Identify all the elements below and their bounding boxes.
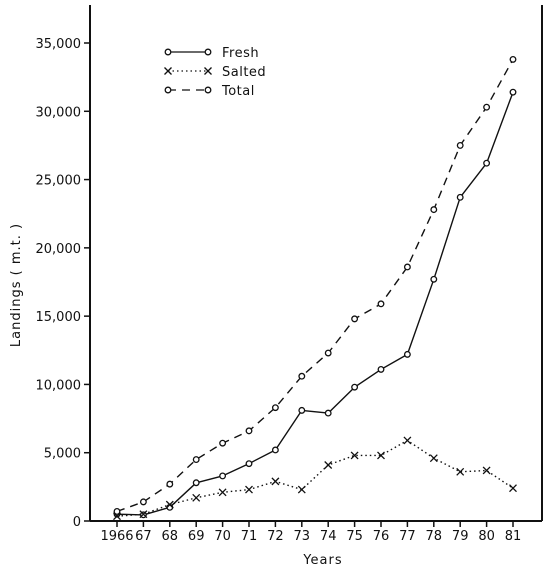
total-data-point [430,206,438,214]
y-tick-label: 5,000 [44,447,81,462]
series-lines [116,59,514,517]
fresh-data-point [192,479,200,487]
salted-data-point [192,493,201,502]
x-tick-label: 78 [426,529,443,544]
salted-data-point [456,467,465,476]
x-tick-label: 79 [452,529,469,544]
salted-data-point [165,500,174,509]
fresh-data-point [351,383,359,391]
total-data-point [298,372,306,380]
salted-data-point [429,454,438,463]
x-tick-label: 71 [241,529,258,544]
total-data-point [456,141,464,149]
legend: Fresh Salted Total [164,46,266,99]
y-axis-ticks: 0 5,000 10,000 15,000 20,000 25,000 30,000 35,0… [36,37,90,530]
x-tick-label: 67 [135,529,152,544]
x-tick-label: 73 [294,529,311,544]
fresh-data-point [403,350,411,358]
fresh-data-point [483,159,491,167]
total-data-point [377,300,385,308]
legend-salted-marker [204,67,212,75]
x-tick-label: 68 [162,529,179,544]
x-tick-label: 76 [373,529,390,544]
salted-data-point [350,451,359,460]
total-data-point [113,507,121,515]
total-data-point [166,480,174,488]
legend-total-marker [204,86,212,94]
fresh-data-point [377,365,385,373]
salted-data-point [139,510,148,519]
legend-salted-label: Salted [222,65,266,80]
total-data-point [271,404,279,412]
legend-total-label: Total [221,84,255,99]
salted-data-point [245,485,253,494]
total-data-point [219,439,227,447]
y-tick-label: 20,000 [36,242,82,257]
y-tick-label: 30,000 [36,105,82,120]
y-tick-label: 25,000 [36,174,82,189]
salted-data-point [403,436,412,445]
fresh-series-line [116,91,514,516]
x-tick-label: 75 [346,529,363,544]
total-data-point [324,349,332,357]
x-tick-label: 80 [478,529,495,544]
fresh-data-point [509,88,517,96]
salted-data-point [218,488,227,497]
y-tick-label: 10,000 [36,378,82,393]
salted-data-point [509,484,517,493]
y-tick-label: 35,000 [36,37,82,52]
x-tick-label: 74 [320,529,337,544]
x-tick-label: 81 [505,529,522,544]
x-axis-ticks: 1966 67 68 69 70 71 72 73 74 75 76 77 78 79 80 81 [100,521,521,544]
legend-salted-marker [164,67,172,75]
total-data-point [403,263,411,271]
total-data-point [192,456,200,463]
fresh-data-point [456,193,464,201]
y-tick-label: 15,000 [36,310,82,325]
legend-total-marker [164,86,172,94]
axes [89,5,543,522]
fresh-data-point [430,275,438,283]
x-tick-label: 72 [267,529,284,544]
y-axis-title: Landings ( m.t. ) [9,223,24,347]
total-data-point [351,315,359,323]
x-axis-title: Years [302,553,342,568]
x-tick-label: 69 [188,529,205,544]
total-series-line [116,59,514,513]
fresh-data-point [324,409,332,417]
legend-fresh-marker [204,48,212,56]
total-data-point [139,498,147,506]
total-data-point [245,427,253,435]
salted-data-point [271,477,280,486]
salted-data-point [482,466,491,475]
x-tick-label: 1966 [100,529,133,544]
fresh-data-point [271,446,279,454]
legend-fresh-marker [164,48,172,56]
series-markers [113,55,517,521]
salted-data-point [297,485,306,494]
fresh-data-point [219,472,227,480]
fresh-data-point [298,406,306,414]
y-tick-label: 0 [73,515,81,530]
salted-data-point [324,461,333,469]
x-tick-label: 77 [399,529,416,544]
salted-series-line [116,439,514,517]
total-data-point [483,103,491,111]
salted-data-point [377,451,385,460]
fresh-data-point [245,460,253,468]
total-data-point [509,55,517,63]
x-tick-label: 70 [214,529,231,544]
legend-fresh-label: Fresh [222,46,259,61]
